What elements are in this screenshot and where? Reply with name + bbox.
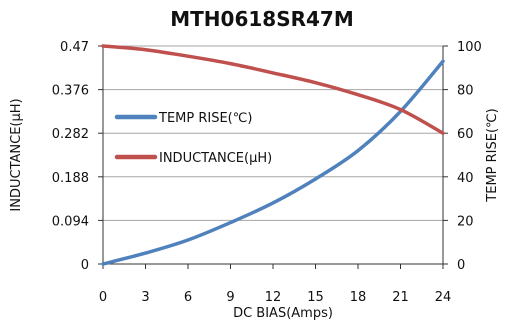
- x-tick-label: 9: [226, 290, 234, 305]
- legend-label-temp-rise: TEMP RISE(℃): [158, 111, 252, 126]
- y-left-axis-label: INDUCTANCE(μH): [9, 98, 24, 211]
- y-right-tick-label: 60: [457, 127, 474, 142]
- x-tick-labels: 0 3 6 9 12 15 18 21 24: [99, 290, 451, 305]
- y-right-axis-label: TEMP RISE(℃): [485, 108, 500, 202]
- grid: [103, 45, 443, 221]
- x-tick-label: 21: [392, 290, 409, 305]
- y-left-tick-labels: 0 0.094 0.188 0.282 0.376 0.47: [52, 40, 89, 273]
- series-line-inductance: [101, 44, 445, 135]
- y-right-tick-label: 100: [457, 40, 482, 55]
- series-line-temp-rise: [101, 59, 445, 266]
- y-right-tick-label: 80: [457, 84, 474, 99]
- y-left-tick-label: 0.094: [52, 214, 89, 229]
- x-tick-label: 12: [265, 290, 282, 305]
- y-left-tick-label: 0: [81, 258, 89, 273]
- x-tick-label: 18: [350, 290, 367, 305]
- x-axis-label: DC BIAS(Amps): [233, 306, 333, 321]
- x-tick-label: 15: [307, 290, 324, 305]
- x-tick-label: 6: [184, 290, 192, 305]
- y-right-tick-labels: 0 20 40 60 80 100: [457, 40, 482, 273]
- chart-title: MTH0618SR47M: [170, 7, 354, 31]
- axes: [98, 45, 448, 269]
- y-left-tick-label: 0.188: [52, 171, 89, 186]
- series-lines: [101, 44, 445, 266]
- x-tick-label: 24: [435, 290, 452, 305]
- y-right-tick-label: 0: [457, 258, 465, 273]
- x-tick-label: 3: [141, 290, 149, 305]
- legend: TEMP RISE(℃) INDUCTANCE(μH): [114, 111, 272, 166]
- y-right-tick-label: 40: [457, 171, 474, 186]
- y-right-tick-label: 20: [457, 214, 474, 229]
- y-left-tick-label: 0.282: [52, 127, 89, 142]
- legend-label-inductance: INDUCTANCE(μH): [159, 151, 272, 166]
- x-tick-label: 0: [99, 290, 107, 305]
- y-left-tick-label: 0.376: [52, 84, 89, 99]
- y-left-tick-label: 0.47: [60, 40, 89, 55]
